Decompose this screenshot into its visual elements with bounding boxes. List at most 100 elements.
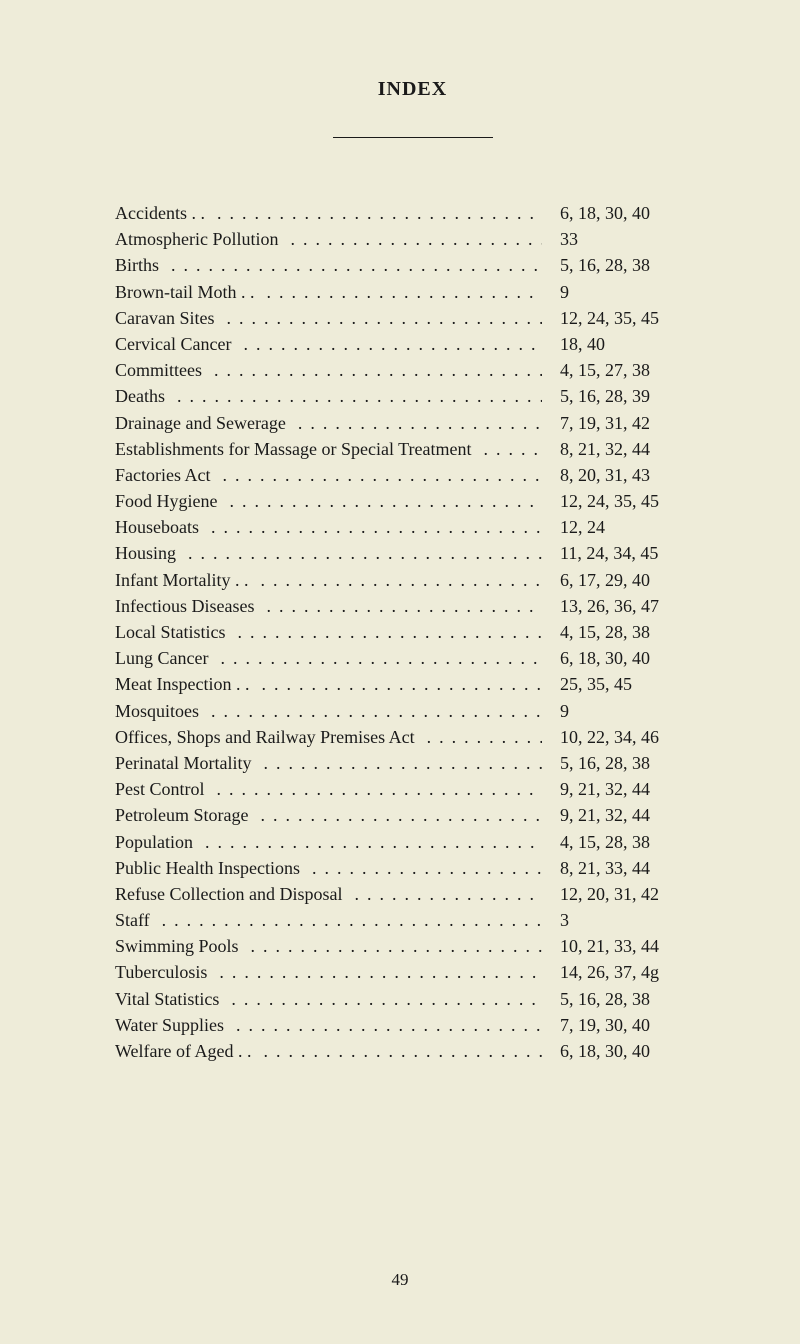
index-entry-pages: 11, 24, 34, 45 <box>542 544 710 562</box>
leader-dots: ....................................... <box>207 963 542 981</box>
index-row: Factories Act...........................… <box>115 466 710 484</box>
index-entry-label: Establishments for Massage or Special Tr… <box>115 440 471 458</box>
index-entry-pages: 8, 20, 31, 43 <box>542 466 710 484</box>
index-title: INDEX <box>115 78 710 101</box>
leader-dots: ....................................... <box>224 1016 542 1034</box>
index-entry-label: Accidents . . <box>115 204 205 222</box>
index-list: Accidents . ............................… <box>115 204 710 1060</box>
index-entry-label: Infant Mortality . . <box>115 571 248 589</box>
leader-dots: ....................................... <box>255 283 543 301</box>
index-row: Housing.................................… <box>115 544 710 562</box>
index-entry-label: Cervical Cancer <box>115 335 231 353</box>
index-entry-pages: 10, 22, 34, 46 <box>542 728 710 746</box>
index-entry-pages: 12, 24, 35, 45 <box>542 309 710 327</box>
index-row: Infant Mortality . .....................… <box>115 571 710 589</box>
index-entry-pages: 9, 21, 32, 44 <box>542 780 710 798</box>
index-entry-pages: 7, 19, 31, 42 <box>542 414 710 432</box>
index-entry-label: Infectious Diseases <box>115 597 254 615</box>
leader-dots: ....................................... <box>199 702 542 720</box>
index-entry-pages: 13, 26, 36, 47 <box>542 597 710 615</box>
index-row: Water Supplies..........................… <box>115 1016 710 1034</box>
index-entry-label: Brown-tail Moth . . <box>115 283 255 301</box>
index-entry-label: Houseboats <box>115 518 199 536</box>
leader-dots: ....................................... <box>252 1042 543 1060</box>
index-entry-label: Perinatal Mortality <box>115 754 251 772</box>
index-row: Food Hygiene............................… <box>115 492 710 510</box>
index-entry-label: Housing <box>115 544 176 562</box>
index-row: Committees..............................… <box>115 361 710 379</box>
leader-dots: ....................................... <box>176 544 542 562</box>
leader-dots: ....................................... <box>279 230 543 248</box>
index-row: Swimming Pools..........................… <box>115 937 710 955</box>
index-row: Perinatal Mortality.....................… <box>115 754 710 772</box>
index-entry-label: Meat Inspection . . <box>115 675 249 693</box>
leader-dots: ....................................... <box>150 911 542 929</box>
index-row: Atmospheric Pollution...................… <box>115 230 710 248</box>
index-entry-pages: 5, 16, 28, 38 <box>542 256 710 274</box>
index-entry-pages: 14, 26, 37, 4g <box>542 963 710 981</box>
index-entry-pages: 33 <box>542 230 710 248</box>
index-entry-pages: 6, 18, 30, 40 <box>542 1042 710 1060</box>
index-entry-label: Committees <box>115 361 202 379</box>
leader-dots: ....................................... <box>219 990 542 1008</box>
index-entry-pages: 6, 18, 30, 40 <box>542 649 710 667</box>
leader-dots: ....................................... <box>193 833 542 851</box>
index-entry-label: Pest Control <box>115 780 205 798</box>
index-entry-pages: 5, 16, 28, 38 <box>542 990 710 1008</box>
index-entry-pages: 8, 21, 33, 44 <box>542 859 710 877</box>
index-row: Drainage and Sewerage...................… <box>115 414 710 432</box>
index-row: Births..................................… <box>115 256 710 274</box>
index-entry-label: Staff <box>115 911 150 929</box>
leader-dots: ....................................... <box>286 414 542 432</box>
index-row: Offices, Shops and Railway Premises Act.… <box>115 728 710 746</box>
page-number: 49 <box>0 1270 800 1290</box>
leader-dots: ....................................... <box>202 361 542 379</box>
index-row: Establishments for Massage or Special Tr… <box>115 440 710 458</box>
index-entry-pages: 12, 20, 31, 42 <box>542 885 710 903</box>
index-row: Petroleum Storage.......................… <box>115 806 710 824</box>
leader-dots: ....................................... <box>248 571 542 589</box>
leader-dots: ....................................... <box>205 780 542 798</box>
index-row: Deaths..................................… <box>115 387 710 405</box>
index-entry-label: Lung Cancer <box>115 649 208 667</box>
index-entry-label: Mosquitoes <box>115 702 199 720</box>
index-row: Pest Control............................… <box>115 780 710 798</box>
index-entry-pages: 18, 40 <box>542 335 710 353</box>
index-row: Accidents . ............................… <box>115 204 710 222</box>
leader-dots: ....................................... <box>471 440 542 458</box>
title-rule <box>333 137 493 138</box>
leader-dots: ....................................... <box>249 675 542 693</box>
index-entry-label: Food Hygiene <box>115 492 218 510</box>
index-entry-pages: 4, 15, 27, 38 <box>542 361 710 379</box>
leader-dots: ....................................... <box>231 335 542 353</box>
leader-dots: ....................................... <box>415 728 542 746</box>
leader-dots: ....................................... <box>239 937 542 955</box>
index-entry-label: Refuse Collection and Disposal <box>115 885 342 903</box>
leader-dots: ....................................... <box>210 466 542 484</box>
index-entry-label: Deaths <box>115 387 165 405</box>
index-entry-label: Public Health Inspections <box>115 859 300 877</box>
index-row: Cervical Cancer.........................… <box>115 335 710 353</box>
leader-dots: ....................................... <box>218 492 543 510</box>
index-entry-pages: 9 <box>542 702 710 720</box>
index-entry-label: Factories Act <box>115 466 210 484</box>
leader-dots: ....................................... <box>254 597 542 615</box>
index-row: Local Statistics........................… <box>115 623 710 641</box>
index-entry-label: Atmospheric Pollution <box>115 230 279 248</box>
index-entry-label: Petroleum Storage <box>115 806 248 824</box>
index-entry-pages: 9 <box>542 283 710 301</box>
index-entry-label: Tuberculosis <box>115 963 207 981</box>
index-entry-pages: 8, 21, 32, 44 <box>542 440 710 458</box>
index-row: Meat Inspection . ......................… <box>115 675 710 693</box>
index-entry-label: Welfare of Aged . . <box>115 1042 252 1060</box>
index-row: Tuberculosis............................… <box>115 963 710 981</box>
index-entry-label: Offices, Shops and Railway Premises Act <box>115 728 415 746</box>
index-entry-pages: 5, 16, 28, 39 <box>542 387 710 405</box>
index-entry-pages: 10, 21, 33, 44 <box>542 937 710 955</box>
index-entry-label: Births <box>115 256 159 274</box>
index-entry-pages: 3 <box>542 911 710 929</box>
index-entry-pages: 6, 17, 29, 40 <box>542 571 710 589</box>
index-row: Refuse Collection and Disposal..........… <box>115 885 710 903</box>
index-row: Houseboats..............................… <box>115 518 710 536</box>
leader-dots: ....................................... <box>251 754 542 772</box>
